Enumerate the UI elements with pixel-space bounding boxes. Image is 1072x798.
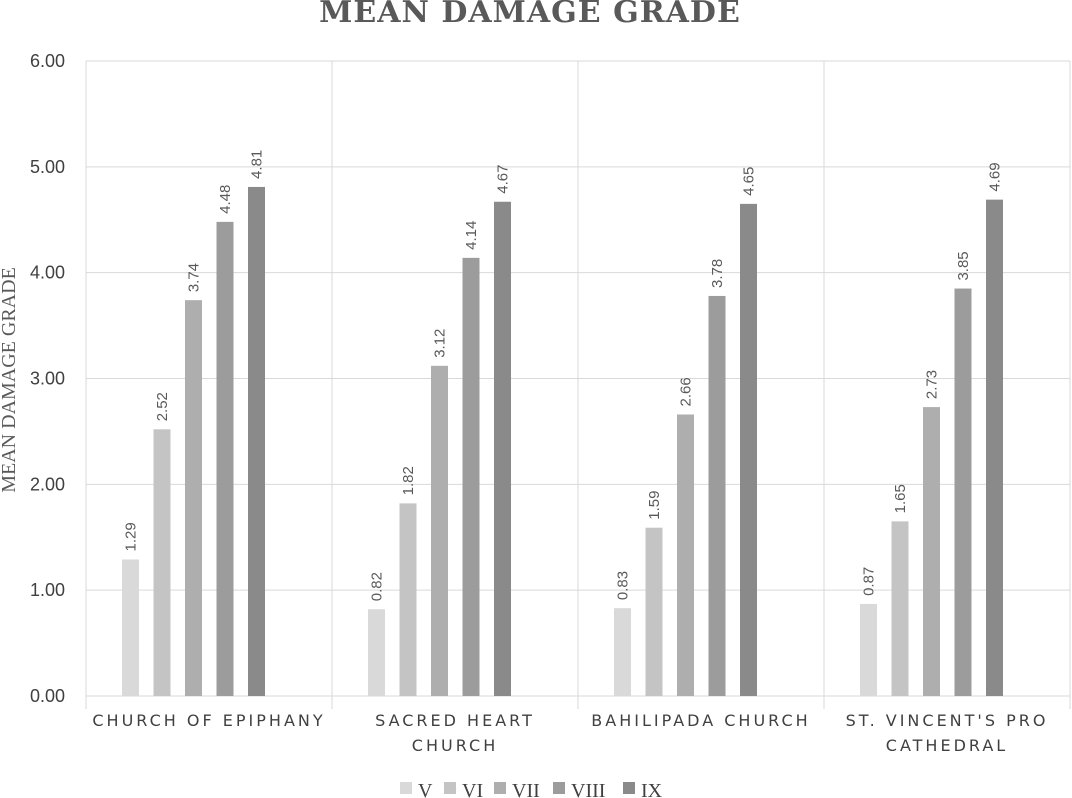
- chart-title: MEAN DAMAGE GRADE: [319, 0, 741, 30]
- y-tick-label: 2.00: [30, 474, 65, 494]
- data-label: 0.83: [615, 571, 632, 600]
- legend-label: IX: [641, 780, 663, 798]
- x-axis: CHURCH OF EPIPHANY SACRED HEART CHURCH BAHI…: [92, 711, 1049, 755]
- y-tick-label: 1.00: [30, 580, 65, 600]
- bars: [122, 186, 1003, 697]
- bar-VIII-1: [462, 257, 480, 696]
- x-tick-label: ST. VINCENT'S PRO: [846, 711, 1049, 730]
- bar-V-3: [860, 603, 877, 696]
- data-label: 4.81: [249, 150, 266, 179]
- data-label: 1.65: [892, 484, 909, 513]
- data-label: 3.74: [186, 263, 203, 292]
- bar-V-0: [122, 559, 139, 696]
- legend-label: VII: [512, 780, 540, 798]
- bar-V-1: [368, 609, 385, 696]
- bar-VII-3: [923, 407, 940, 696]
- bar-VIII-0: [216, 221, 234, 696]
- legend: V VI VII VIII IX: [400, 780, 663, 798]
- bar-VII-1: [431, 365, 448, 696]
- bar-IX-0: [248, 186, 265, 697]
- data-label: 1.59: [646, 491, 663, 520]
- legend-swatch-VI: [444, 782, 456, 794]
- data-label: 0.82: [369, 572, 386, 601]
- legend-swatch-V: [400, 782, 412, 794]
- data-label: 2.66: [678, 377, 695, 406]
- legend-swatch-VIII: [553, 782, 565, 794]
- bar-VIII-2: [708, 295, 726, 696]
- bar-VI-0: [153, 429, 171, 696]
- y-tick-label: 3.00: [30, 369, 65, 389]
- legend-label: V: [418, 780, 433, 798]
- legend-label: VI: [462, 780, 483, 798]
- bar-VII-0: [185, 300, 202, 696]
- x-tick-label: BAHILIPADA CHURCH: [591, 711, 810, 730]
- data-label: 4.69: [987, 162, 1004, 191]
- bar-VI-3: [891, 521, 909, 696]
- bar-IX-2: [740, 203, 757, 696]
- bar-VIII-3: [954, 288, 972, 696]
- data-label: 1.29: [123, 522, 140, 551]
- data-label: 2.73: [924, 370, 941, 399]
- legend-label: VIII: [571, 780, 605, 798]
- bar-IX-3: [986, 199, 1003, 696]
- y-tick-label: 4.00: [30, 263, 65, 283]
- legend-swatch-VII: [494, 782, 506, 794]
- data-label: 2.52: [154, 392, 171, 421]
- bar-VI-1: [399, 503, 417, 696]
- gridlines: [85, 60, 1071, 709]
- data-label: 4.65: [741, 167, 758, 196]
- x-tick-label: CHURCH: [412, 736, 498, 755]
- data-label: 3.12: [432, 329, 449, 358]
- y-tick-label: 6.00: [30, 51, 65, 71]
- data-label: 3.78: [709, 259, 726, 288]
- legend-swatch-IX: [623, 782, 635, 794]
- data-label: 0.87: [861, 567, 878, 596]
- data-labels: 1.29 0.82 0.83 0.87 2.52 1.82 1.59 1.65 3.74 3.12…: [123, 150, 1004, 601]
- y-axis: 0.00 1.00 2.00 3.00 4.00 5.00 6.00: [30, 51, 65, 706]
- bar-IX-1: [494, 201, 511, 696]
- y-axis-label: MEAN DAMAGE GRADE: [0, 267, 20, 493]
- y-tick-label: 0.00: [30, 686, 65, 706]
- bar-V-2: [614, 608, 631, 696]
- data-label: 4.48: [217, 185, 234, 214]
- x-tick-label: SACRED HEART: [375, 711, 535, 730]
- x-tick-label: CATHEDRAL: [886, 736, 1008, 755]
- y-tick-label: 5.00: [30, 157, 65, 177]
- data-label: 4.14: [463, 221, 480, 250]
- data-label: 1.82: [400, 466, 417, 495]
- data-label: 4.67: [495, 165, 512, 194]
- bar-VI-2: [645, 527, 663, 696]
- data-label: 3.85: [955, 251, 972, 280]
- x-tick-label: CHURCH OF EPIPHANY: [92, 711, 325, 730]
- bar-VII-2: [677, 414, 694, 696]
